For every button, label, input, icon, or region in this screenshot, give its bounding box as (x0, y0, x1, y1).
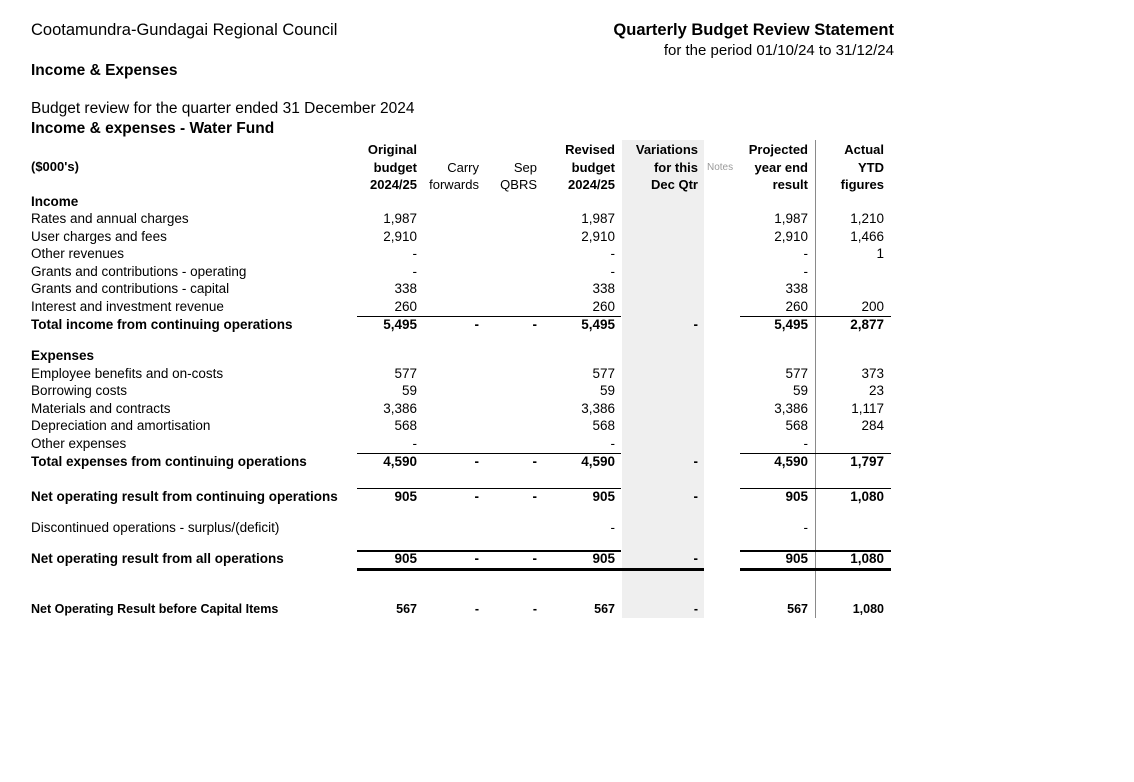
header-original-budget: Original budget 2024/25 (367, 142, 417, 192)
header-revised-budget: Revised budget 2024/25 (565, 142, 615, 192)
discontinued-row: Discontinued operations - surplus/(defic… (31, 520, 808, 535)
net-all-row: Net operating result from all operations… (31, 551, 884, 566)
total-rule (357, 452, 621, 454)
total-rule (357, 315, 621, 317)
table-row: Interest and investment revenue 260 260 … (31, 299, 884, 314)
total-expenses-row: Total expenses from continuing operation… (31, 454, 884, 469)
council-name: Cootamundra-Gundagai Regional Council (31, 21, 338, 39)
double-underline (740, 568, 891, 571)
fund-title: Income & expenses - Water Fund (31, 120, 275, 137)
total-rule (357, 487, 621, 489)
income-heading: Income (31, 194, 79, 209)
section-title: Income & Expenses (31, 62, 178, 79)
header-carry-forwards: Carry forwards (429, 159, 479, 193)
table-row: Other expenses - - - (31, 436, 808, 451)
table-row: Rates and annual charges 1,987 1,987 1,9… (31, 211, 884, 226)
total-rule (740, 315, 891, 317)
total-rule (740, 487, 891, 489)
review-line: Budget review for the quarter ended 31 D… (31, 100, 415, 117)
total-income-row: Total income from continuing operations … (31, 317, 884, 332)
expenses-heading: Expenses (31, 348, 95, 363)
report-title: Quarterly Budget Review Statement (613, 21, 894, 39)
report-period: for the period 01/10/24 to 31/12/24 (663, 42, 894, 59)
double-underline (357, 568, 704, 571)
table-row: Borrowing costs 59 59 59 23 (31, 383, 884, 398)
variations-column-shading (622, 140, 704, 618)
table-row: Depreciation and amortisation 568 568 56… (31, 418, 884, 433)
actual-column-divider (815, 140, 816, 618)
table-row: Grants and contributions - operating - -… (31, 264, 808, 279)
table-row: Employee benefits and on-costs 577 577 5… (31, 366, 884, 381)
total-rule (740, 550, 891, 552)
total-rule (357, 550, 621, 552)
header-actual-ytd: Actual YTD figures (840, 142, 884, 192)
table-row: Other revenues - - - 1 (31, 246, 884, 261)
table-row: User charges and fees 2,910 2,910 2,910 … (31, 229, 884, 244)
header-variations: Variations for this Dec Qtr (635, 142, 698, 192)
header-projected: Projected year end result (748, 142, 808, 192)
net-continuing-row: Net operating result from continuing ope… (31, 489, 884, 504)
header-notes: Notes (707, 162, 734, 173)
table-row: Grants and contributions - capital 338 3… (31, 281, 808, 296)
table-row: Materials and contracts 3,386 3,386 3,38… (31, 401, 884, 416)
total-rule (740, 452, 891, 454)
header-sep-qbrs: Sep QBRS (500, 159, 537, 193)
unit-label: ($000's) (31, 159, 79, 174)
net-before-capital-row: Net Operating Result before Capital Item… (31, 602, 884, 616)
